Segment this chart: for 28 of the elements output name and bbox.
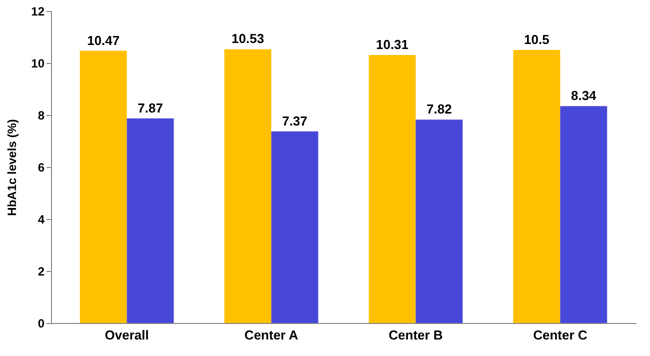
y-tick-label: 12 <box>31 4 45 18</box>
bar <box>271 131 318 323</box>
bar <box>368 54 416 323</box>
bar <box>80 50 127 323</box>
x-tick-label: Center C <box>533 328 588 342</box>
y-tick-label: 4 <box>38 212 45 226</box>
y-axis-title: HbA1c levels (%) <box>5 119 20 216</box>
data-label: 10.5 <box>524 32 550 47</box>
bar <box>416 120 463 323</box>
y-tick-label: 10 <box>31 56 45 70</box>
data-label: 8.34 <box>570 88 598 104</box>
data-label: 7.87 <box>138 100 163 116</box>
bar <box>513 50 560 323</box>
x-tick-label: Center A <box>244 328 299 342</box>
bar <box>224 49 272 323</box>
x-tick-label: Center B <box>388 328 443 342</box>
bar <box>560 106 608 323</box>
y-tick-label: 8 <box>38 108 45 122</box>
data-label: 10.53 <box>232 31 264 46</box>
x-tick-label: Overall <box>104 328 149 342</box>
data-label: 7.82 <box>426 102 452 117</box>
bar <box>126 118 174 323</box>
y-tick-label: 6 <box>38 160 45 174</box>
data-label: 7.37 <box>282 113 308 128</box>
data-label: 10.31 <box>376 36 409 52</box>
y-tick-label: 2 <box>38 264 45 278</box>
data-label: 10.47 <box>87 32 120 48</box>
y-tick-label: 0 <box>38 316 45 330</box>
